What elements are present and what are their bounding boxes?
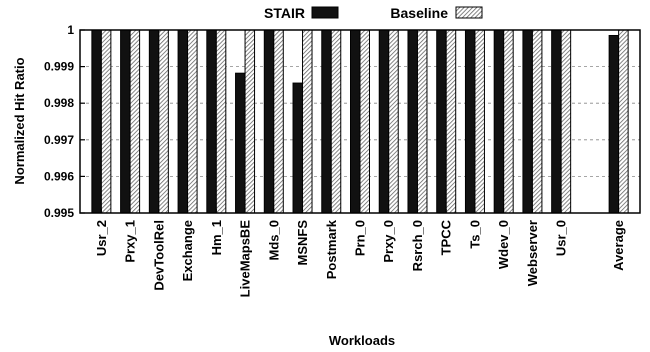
bar-baseline — [273, 29, 284, 214]
y-tick-label: 1 — [67, 23, 74, 37]
bars — [91, 29, 629, 214]
x-tick-label: Webserver — [525, 220, 540, 286]
x-axis-title: Workloads — [329, 333, 395, 348]
x-tick-label: Wdev_0 — [496, 220, 511, 269]
bar-stair — [177, 29, 189, 214]
bar-stair — [464, 29, 476, 214]
x-tick-label: Average — [611, 220, 626, 271]
bar-baseline — [302, 29, 313, 214]
legend-label-baseline: Baseline — [390, 5, 448, 21]
x-tick-label: Mds_0 — [266, 220, 281, 260]
bar-stair — [120, 29, 131, 214]
y-tick-label: 0.995 — [44, 206, 74, 220]
bar-baseline — [445, 29, 457, 214]
bar-stair — [378, 29, 390, 214]
y-tick-label: 0.998 — [44, 96, 74, 110]
bar-stair — [321, 29, 332, 214]
bar-stair — [436, 29, 447, 214]
legend-label-stair: STAIR — [264, 5, 305, 21]
bar-stair — [522, 29, 533, 214]
y-axis-title: Normalized Hit Ratio — [12, 57, 27, 184]
legend-swatch-stair — [311, 6, 339, 19]
y-tick-label: 0.997 — [44, 133, 74, 147]
bar-stair — [350, 29, 361, 214]
bar-baseline — [215, 29, 227, 214]
bar-baseline — [129, 29, 141, 214]
bar-baseline — [187, 29, 198, 214]
bar-baseline — [416, 29, 428, 214]
y-axis: 0.995 0.996 0.997 0.998 0.999 1 — [44, 23, 85, 220]
bar-stair — [608, 34, 620, 214]
bar-stair — [407, 29, 418, 214]
x-tick-label: Usr_2 — [94, 220, 109, 256]
bar-baseline — [388, 29, 399, 214]
bar-baseline — [359, 29, 370, 214]
x-tick-label: Postmark — [324, 219, 339, 279]
x-tick-label: MSNFS — [295, 220, 310, 266]
x-axis: Usr_2 Prxy_1 DevToolRel Exchange Hm_1 LiveMap… — [94, 209, 626, 297]
x-tick-label: Prn_0 — [353, 220, 368, 256]
y-tick-label: 0.996 — [44, 169, 74, 183]
bar-baseline — [158, 29, 169, 214]
bar-stair — [91, 29, 102, 214]
bar-stair — [235, 72, 246, 214]
bar-baseline — [531, 29, 543, 214]
bar-baseline — [330, 29, 342, 214]
bar-stair — [148, 29, 160, 214]
x-tick-label: Rsrch_0 — [410, 220, 425, 271]
y-tick-label: 0.999 — [44, 60, 74, 74]
bar-baseline — [244, 29, 256, 214]
bar-baseline — [503, 29, 514, 214]
x-tick-label: Exchange — [180, 220, 195, 281]
x-tick-label: Usr_0 — [554, 220, 569, 256]
x-tick-label: Prxy_1 — [123, 220, 138, 263]
x-tick-label: LiveMapsBE — [238, 220, 253, 298]
bar-baseline — [474, 29, 485, 214]
bar-baseline — [100, 29, 112, 214]
bar-baseline — [618, 29, 629, 214]
x-tick-label: Ts_0 — [467, 220, 482, 249]
x-tick-label: Hm_1 — [209, 220, 224, 255]
legend-swatch-baseline — [455, 6, 483, 19]
x-tick-label: Prxy_0 — [381, 220, 396, 263]
x-tick-label: DevToolRel — [151, 220, 166, 291]
bar-stair — [292, 82, 304, 214]
bar-stair — [551, 29, 562, 214]
x-tick-label: TPCC — [439, 219, 454, 255]
bar-baseline — [560, 29, 572, 214]
legend: STAIR Baseline — [264, 5, 483, 21]
bar-stair — [263, 29, 275, 214]
bar-stair — [206, 29, 217, 214]
bar-stair — [493, 29, 505, 214]
